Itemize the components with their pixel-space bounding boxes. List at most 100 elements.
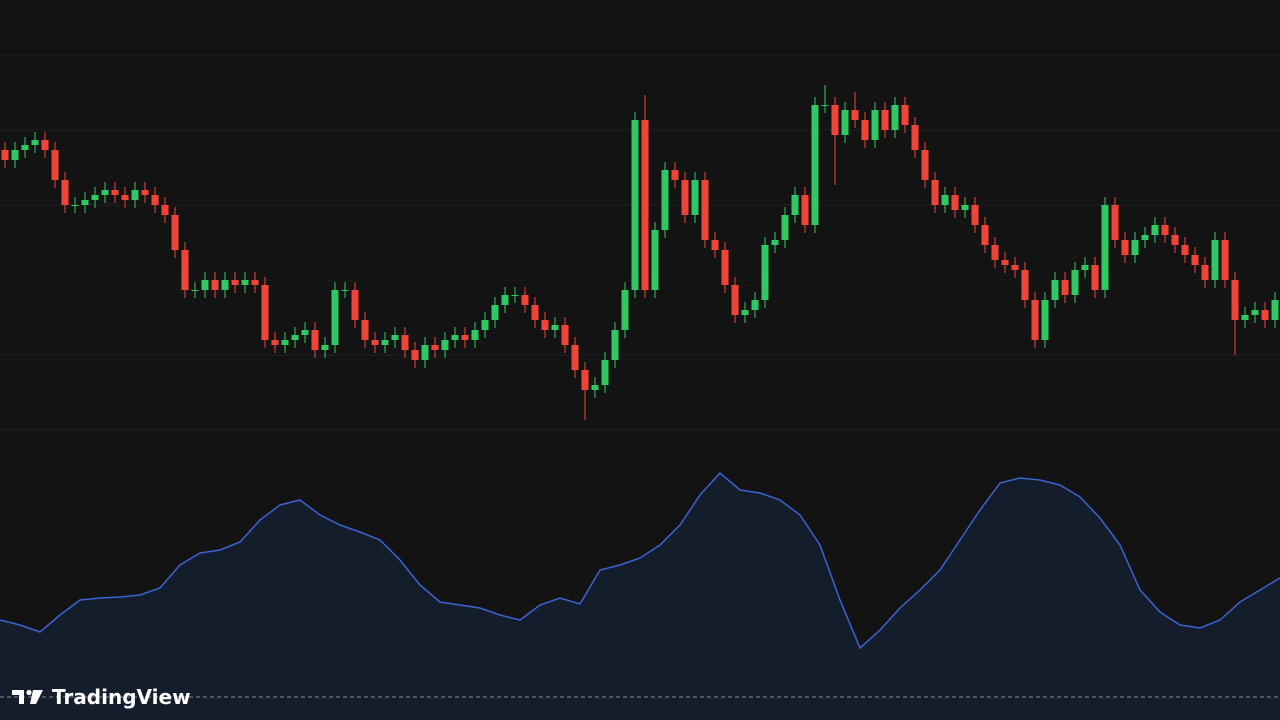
candle-body (901, 105, 909, 125)
candle-body (31, 140, 39, 145)
candle-body (501, 295, 509, 305)
candle-body (861, 120, 869, 140)
candle-body (1001, 260, 1009, 265)
candle-body (551, 325, 559, 330)
candle-body (491, 305, 499, 320)
candle-body (1201, 265, 1209, 280)
candle-body (461, 335, 469, 340)
candle-body (601, 360, 609, 385)
candle-body (921, 150, 929, 180)
candle-body (881, 110, 889, 130)
candle-body (771, 240, 779, 245)
candle-body (181, 250, 189, 290)
candle-body (321, 345, 329, 350)
candle-body (1221, 240, 1229, 280)
logo-text: TradingView (52, 685, 191, 709)
candle-body (241, 280, 249, 285)
candle-body (851, 110, 859, 120)
candle-body (641, 120, 649, 290)
candle-body (951, 195, 959, 210)
candle-body (51, 150, 59, 180)
candle-body (201, 280, 209, 290)
candle-body (1131, 240, 1139, 255)
candle-body (781, 215, 789, 240)
candle-body (931, 180, 939, 205)
candle-body (961, 205, 969, 210)
candle-body (71, 205, 79, 206)
candle-body (1121, 240, 1129, 255)
candle-body (721, 250, 729, 285)
candle-body (911, 125, 919, 150)
candle-body (441, 340, 449, 350)
candle-body (1191, 255, 1199, 265)
candle-body (1051, 280, 1059, 300)
candle-body (661, 170, 669, 230)
candle-body (821, 105, 829, 106)
candle-body (1271, 300, 1279, 320)
candle-body (1181, 245, 1189, 255)
candle-body (571, 345, 579, 370)
candle-body (701, 180, 709, 240)
candle-body (1011, 265, 1019, 270)
candle-body (1171, 235, 1179, 245)
candle-body (841, 110, 849, 135)
logo-icon (30, 690, 43, 704)
candle-body (671, 170, 679, 180)
candle-body (971, 205, 979, 225)
candle-body (1081, 265, 1089, 270)
candle-body (681, 180, 689, 215)
candle-body (1111, 205, 1119, 240)
candle-body (21, 145, 29, 150)
candle-body (651, 230, 659, 290)
candle-body (531, 305, 539, 320)
candle-body (341, 290, 349, 291)
candle-body (211, 280, 219, 290)
candle-body (751, 300, 759, 310)
candle-body (791, 195, 799, 215)
candle-body (941, 195, 949, 205)
candle-body (741, 310, 749, 315)
logo-icon (26, 689, 32, 696)
candle-body (731, 285, 739, 315)
marks (0, 85, 1280, 720)
candle-body (81, 200, 89, 205)
candle-body (221, 280, 229, 290)
logo-icon (12, 690, 24, 704)
candle-body (1251, 310, 1259, 315)
candle-body (401, 335, 409, 350)
candle-body (1091, 265, 1099, 290)
candle-body (1, 150, 9, 160)
candle-body (1031, 300, 1039, 340)
candle-body (331, 290, 339, 345)
candle-body (581, 370, 589, 390)
candle-body (131, 190, 139, 200)
candle-body (1021, 270, 1029, 300)
candle-body (351, 290, 359, 320)
candle-body (1211, 240, 1219, 280)
candle-body (411, 350, 419, 360)
candle-body (391, 335, 399, 340)
candle-body (61, 180, 69, 205)
candle-body (471, 330, 479, 340)
candle-body (111, 190, 119, 195)
candle-body (521, 295, 529, 305)
candle-body (1151, 225, 1159, 235)
candle-body (41, 140, 49, 150)
candle-body (101, 190, 109, 195)
candle-body (621, 290, 629, 330)
candle-body (371, 340, 379, 345)
area-line (0, 471, 1280, 650)
candle-body (291, 335, 299, 340)
candle-body (561, 325, 569, 345)
candle-body (261, 285, 269, 340)
logo: TradingView (12, 685, 191, 709)
candle-body (591, 385, 599, 390)
candle-body (1261, 310, 1269, 320)
candle-body (541, 320, 549, 330)
candle-body (1101, 205, 1109, 290)
candle-body (831, 105, 839, 135)
candle-body (381, 340, 389, 345)
candle-body (311, 330, 319, 350)
candle-body (271, 340, 279, 345)
